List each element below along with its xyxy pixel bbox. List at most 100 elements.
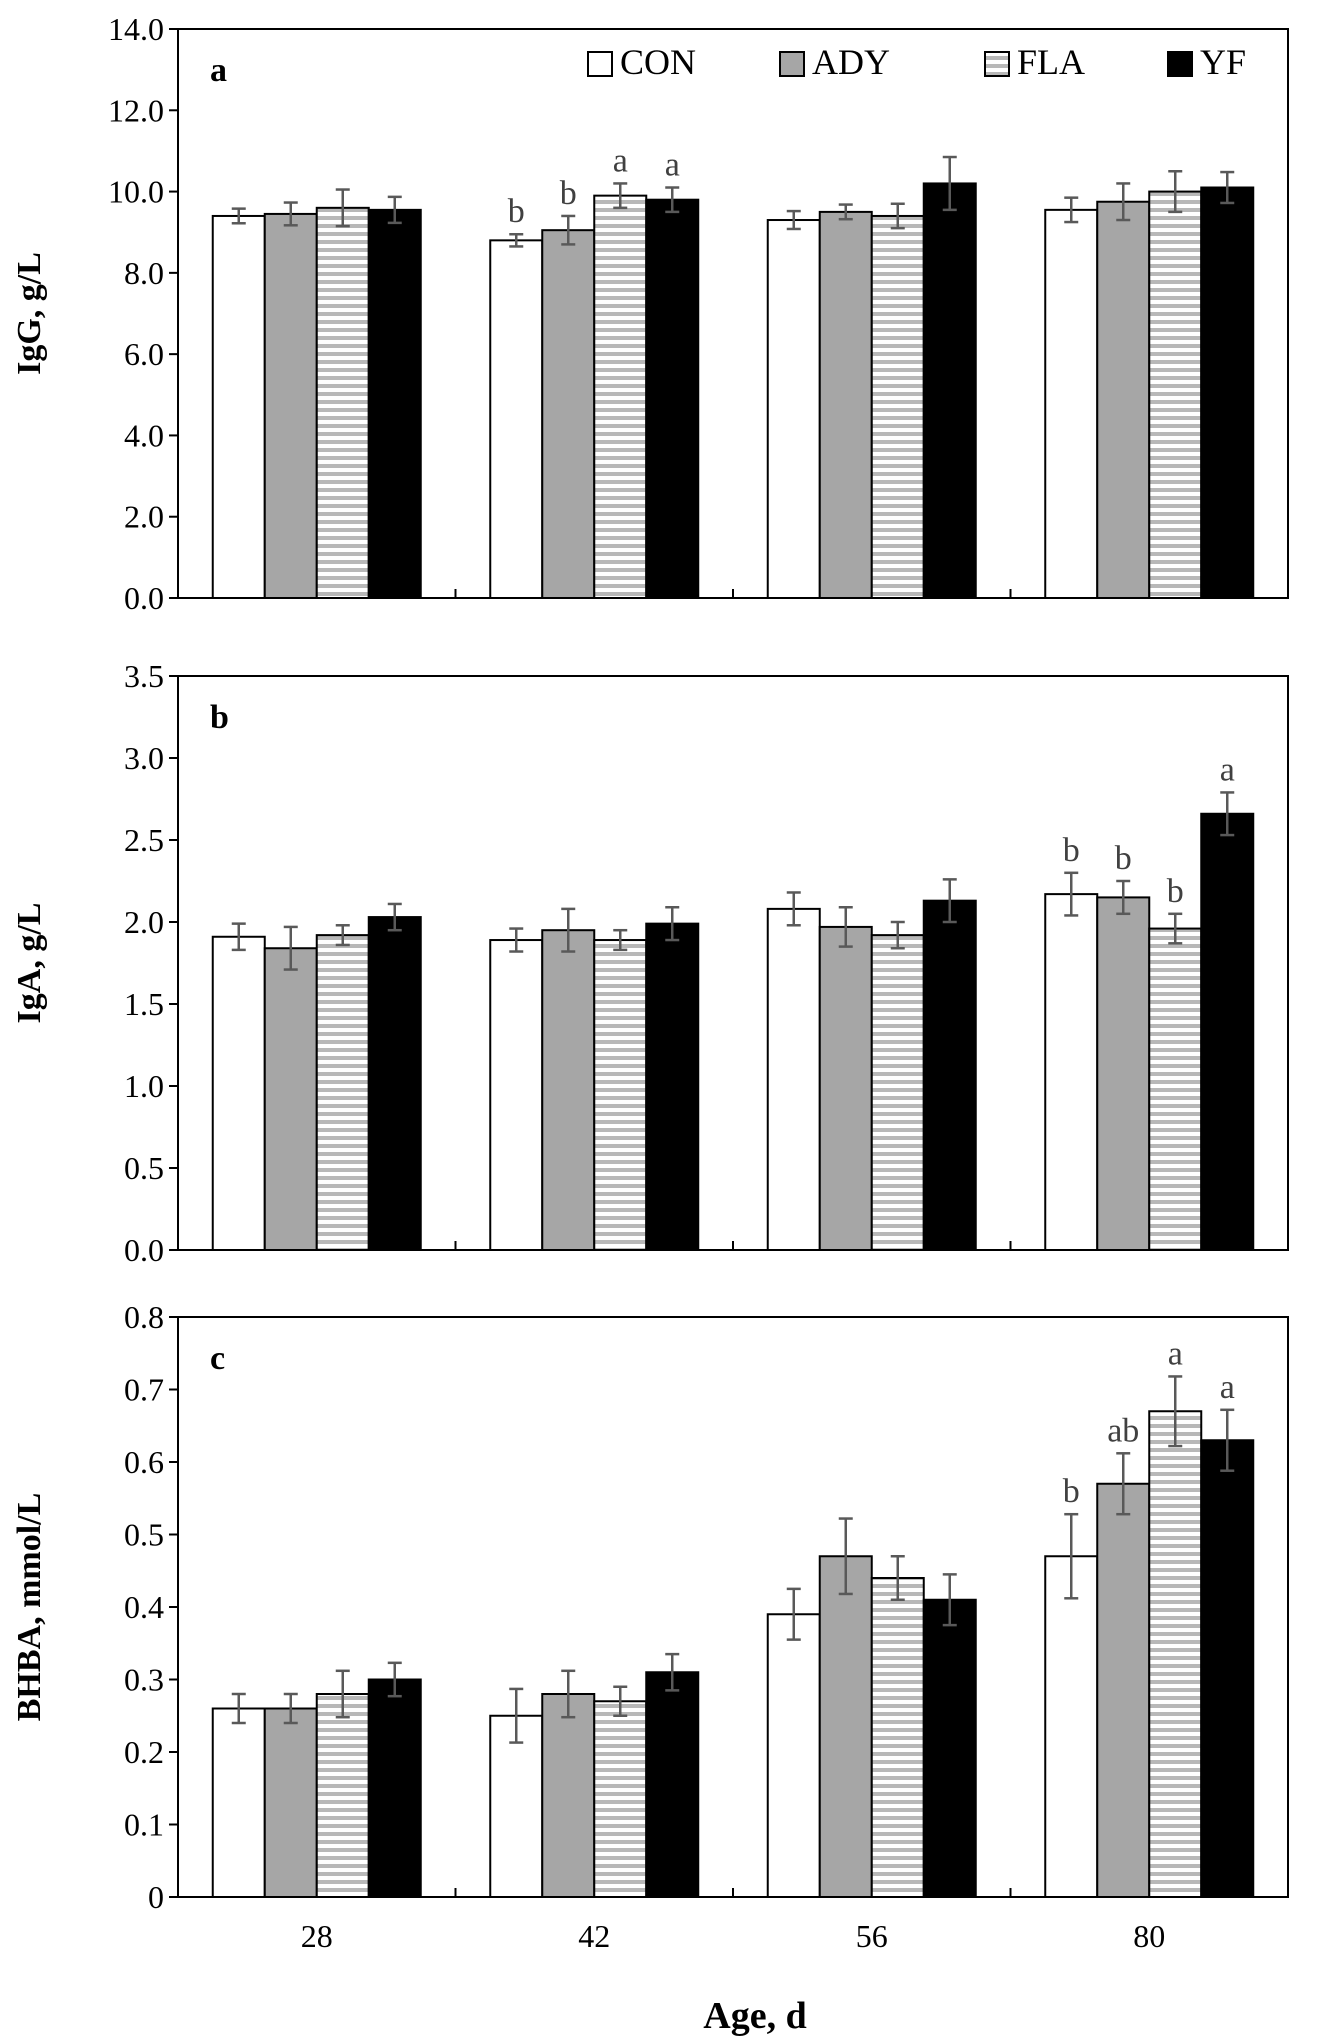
x-tick-label: 28	[301, 1918, 333, 1954]
bar-fla-28	[315, 934, 370, 1251]
error-bar	[665, 186, 680, 214]
bar-yf-28	[367, 208, 422, 599]
error-bar	[1168, 170, 1183, 214]
bar-con-28	[211, 214, 266, 599]
y-tick-label: 2.5	[124, 822, 164, 858]
error-bar	[509, 927, 524, 953]
y-tick-label: 3.5	[124, 658, 164, 694]
y-tick-label: 0.7	[124, 1372, 164, 1408]
legend-swatch	[779, 51, 805, 77]
bar-fla-80	[1148, 1410, 1203, 1898]
y-tick-label: 1.0	[124, 1068, 164, 1104]
legend-item-fla: FLA	[984, 42, 1085, 82]
x-tick-label: 80	[1133, 1918, 1165, 1954]
bar-fla-80	[1148, 927, 1203, 1251]
bar-ady-56	[818, 925, 873, 1251]
y-tick-label: 0.6	[124, 1444, 164, 1480]
error-bar	[231, 207, 246, 225]
bar-yf-56	[922, 899, 977, 1251]
bar-ady-80	[1096, 896, 1151, 1252]
y-tick-label: 4.0	[124, 417, 164, 453]
bar-yf-80	[1200, 1439, 1255, 1898]
error-bar	[387, 1661, 402, 1698]
error-bar	[1116, 182, 1131, 222]
y-tick-label: 0.3	[124, 1662, 164, 1698]
error-bar	[1116, 879, 1131, 916]
bar-ady-28	[263, 212, 318, 600]
error-bar	[613, 182, 628, 210]
y-tick-label: 1.5	[124, 986, 164, 1022]
bar-con-80	[1044, 893, 1099, 1251]
error-bar	[509, 1687, 524, 1744]
bar-fla-56	[870, 214, 925, 599]
legend-swatch	[587, 51, 613, 77]
bar-con-80	[1044, 1555, 1099, 1898]
error-bar	[387, 902, 402, 932]
bar-ady-42	[541, 929, 596, 1251]
error-bar	[890, 1555, 905, 1601]
error-bar	[283, 1692, 298, 1725]
bar-fla-28	[315, 206, 370, 599]
panel-letter: b	[210, 699, 229, 736]
bar-con-42	[489, 939, 544, 1251]
legend-swatch	[1167, 51, 1193, 77]
bar-yf-28	[367, 1678, 422, 1898]
bar-yf-42	[645, 198, 700, 599]
y-tick-label: 0.0	[124, 580, 164, 616]
bar-yf-80	[1200, 186, 1255, 599]
y-tick-label: 0.1	[124, 1807, 164, 1843]
bar-con-56	[766, 1613, 821, 1898]
error-bar	[786, 209, 801, 231]
legend-label: ADY	[812, 42, 890, 82]
y-tick-label: 0.0	[124, 1232, 164, 1268]
bar-con-28	[211, 1707, 266, 1898]
error-bar	[387, 195, 402, 225]
error-bar	[283, 201, 298, 227]
error-bar	[231, 922, 246, 952]
bar-ady-56	[818, 1555, 873, 1898]
y-tick-label: 0.5	[124, 1150, 164, 1186]
y-tick-label: 0.2	[124, 1734, 164, 1770]
significance-letter: ab	[1107, 1412, 1139, 1449]
error-bar	[1168, 1375, 1183, 1448]
bar-fla-56	[870, 934, 925, 1251]
x-tick-label: 42	[578, 1918, 610, 1954]
error-bar	[1064, 871, 1079, 917]
bar-con-28	[211, 935, 266, 1251]
y-tick-label: 10.0	[108, 174, 164, 210]
significance-letter: b	[1063, 1473, 1080, 1510]
error-bar	[613, 928, 628, 952]
error-bar	[231, 1692, 246, 1725]
bar-ady-28	[263, 1707, 318, 1898]
error-bar	[561, 907, 576, 953]
y-axis-title: IgG, g/L	[11, 252, 48, 375]
error-bar	[1220, 791, 1235, 837]
bar-yf-56	[922, 1598, 977, 1898]
significance-letter: b	[1167, 873, 1184, 910]
y-axis-title: BHBA, mmol/L	[11, 1493, 48, 1722]
significance-letter: a	[1220, 1369, 1235, 1406]
error-bar	[1168, 912, 1183, 945]
error-bar	[890, 202, 905, 230]
error-bar	[665, 1652, 680, 1692]
legend-label: CON	[620, 42, 696, 82]
error-bar	[942, 878, 957, 924]
bar-con-42	[489, 239, 544, 599]
bar-yf-28	[367, 916, 422, 1252]
error-bar	[561, 214, 576, 246]
bar-ady-80	[1096, 1482, 1151, 1898]
error-bar	[786, 1587, 801, 1641]
y-tick-label: 14.0	[108, 11, 164, 47]
significance-letter: b	[1115, 840, 1132, 877]
legend-item-yf: YF	[1167, 42, 1246, 82]
error-bar	[1064, 196, 1079, 224]
bar-ady-80	[1096, 200, 1151, 599]
y-tick-label: 8.0	[124, 255, 164, 291]
error-bar	[786, 891, 801, 927]
error-bar	[890, 920, 905, 950]
error-bar	[335, 924, 350, 947]
error-bar	[1220, 1408, 1235, 1472]
y-tick-label: 2.0	[124, 904, 164, 940]
error-bar	[838, 905, 853, 948]
